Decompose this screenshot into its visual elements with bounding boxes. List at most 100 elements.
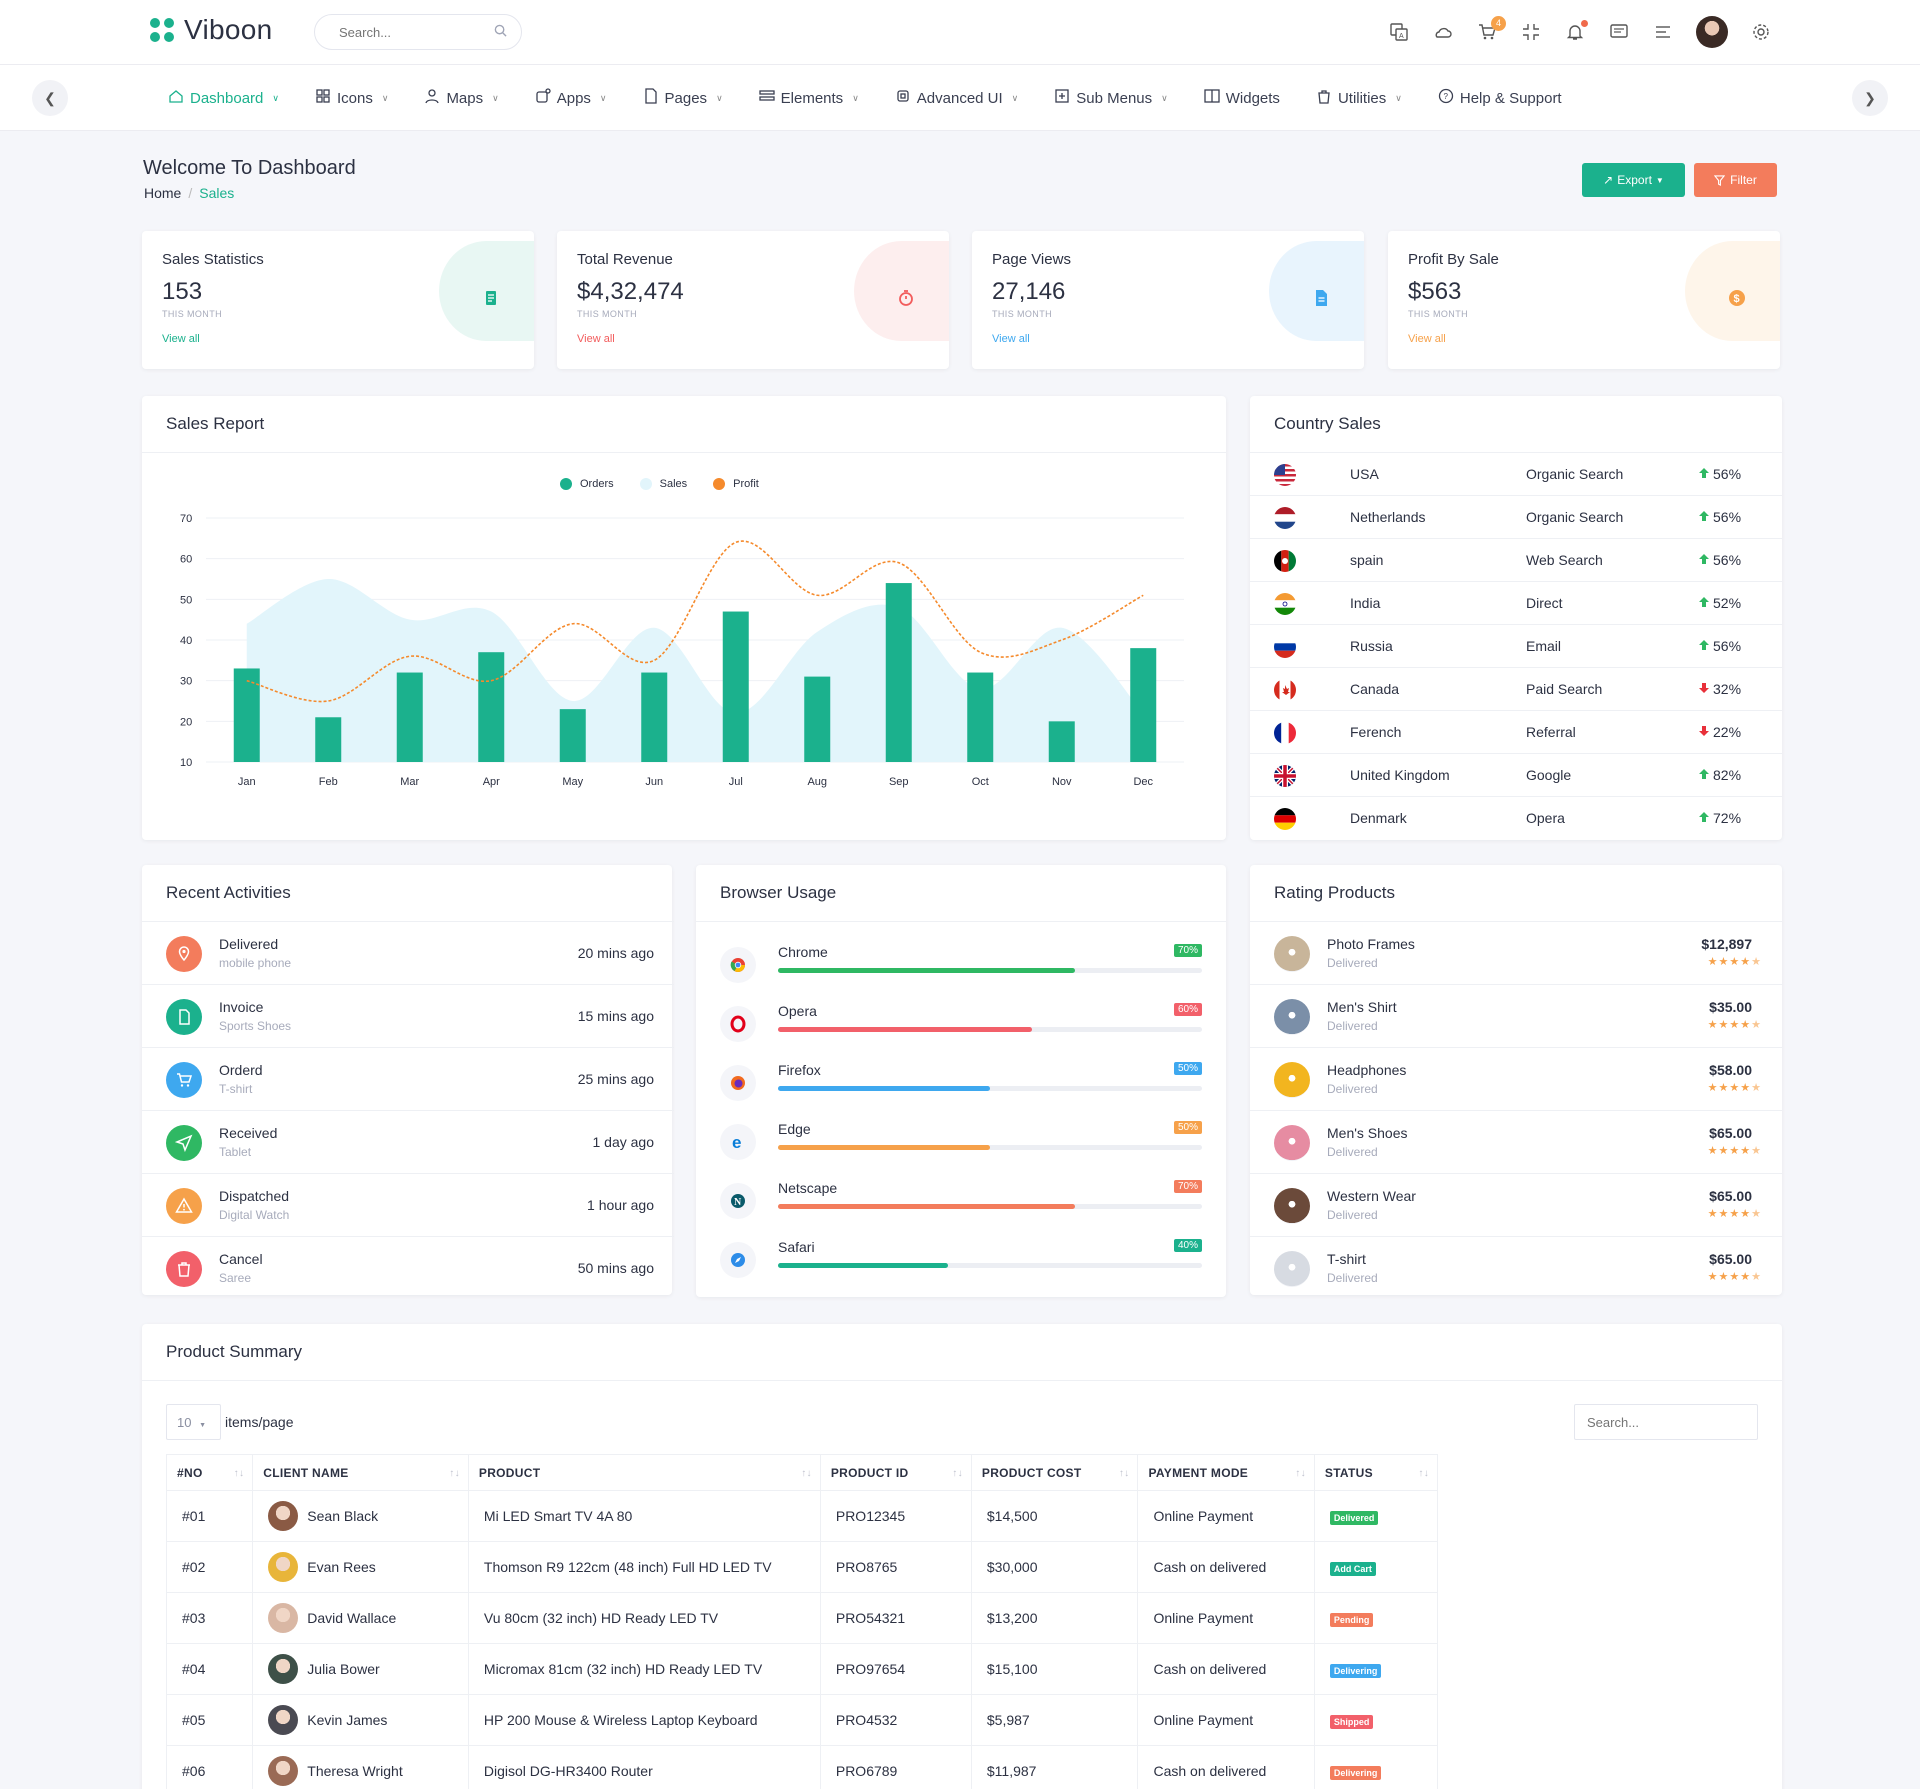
- column-header-product-id[interactable]: PRODUCT ID ↑↓: [819, 1454, 972, 1491]
- activity-row[interactable]: Invoice Sports Shoes 15 mins ago: [142, 984, 674, 1047]
- breadcrumb-home[interactable]: Home: [144, 185, 182, 201]
- usage-percent-badge: 60%: [1173, 1003, 1202, 1016]
- breadcrumb-current: Sales: [199, 185, 235, 201]
- chevron-down-icon: ∨: [599, 92, 607, 103]
- user-avatar[interactable]: [1696, 16, 1728, 48]
- country-row[interactable]: India Direct 52%: [1250, 581, 1782, 624]
- country-row[interactable]: Ferench Referral 22%: [1250, 710, 1782, 753]
- cell-product: Digisol DG-HR3400 Router: [467, 1745, 821, 1789]
- product-row[interactable]: T-shirt Delivered $65.00 ★★★★★: [1250, 1236, 1782, 1299]
- product-row[interactable]: Photo Frames Delivered $12,897 ★★★★★: [1250, 921, 1782, 984]
- logo[interactable]: Viboon: [148, 14, 272, 46]
- country-row[interactable]: spain Web Search 56%: [1250, 538, 1782, 581]
- cell-product-cost: $5,987: [970, 1694, 1139, 1746]
- orders-bar: [233, 668, 260, 762]
- activity-time: 15 mins ago: [577, 1008, 654, 1024]
- message-icon[interactable]: [1608, 21, 1630, 43]
- cell-product-id: PRO6789: [819, 1745, 972, 1789]
- column-header-status[interactable]: STATUS ↑↓: [1313, 1454, 1439, 1491]
- usage-percent-badge: 50%: [1173, 1121, 1202, 1134]
- table-row[interactable]: #03 David Wallace Vu 80cm (32 inch) HD Rea…: [165, 1592, 1439, 1644]
- dollar-icon: $: [1714, 275, 1760, 321]
- help-icon: ?: [1438, 88, 1454, 108]
- browser-name: Edge: [778, 1121, 811, 1137]
- settings-icon[interactable]: [1750, 21, 1772, 43]
- orders-bar: [478, 652, 505, 762]
- caret-down-icon: ▼: [199, 1422, 207, 1429]
- legend-item[interactable]: Sales: [639, 478, 687, 490]
- table-row[interactable]: #05 Kevin James HP 200 Mouse & Wireless La…: [165, 1694, 1439, 1746]
- x-tick-label: Apr: [483, 776, 500, 788]
- view-all-link[interactable]: View all: [992, 333, 1030, 345]
- nav-item-utilities[interactable]: Utilities ∨: [1316, 88, 1402, 108]
- country-row[interactable]: USA Organic Search 56%: [1250, 452, 1782, 495]
- column-header-product-cost[interactable]: PRODUCT COST ↑↓: [970, 1454, 1139, 1491]
- filter-button[interactable]: Filter: [1694, 163, 1777, 197]
- nav-item-apps[interactable]: Apps ∨: [535, 88, 607, 108]
- cart-icon: [166, 1062, 202, 1098]
- nav-item-sub-menus[interactable]: Sub Menus ∨: [1054, 88, 1168, 108]
- chevron-down-icon: ∨: [381, 92, 389, 103]
- product-row[interactable]: Headphones Delivered $58.00 ★★★★★: [1250, 1047, 1782, 1110]
- search-input[interactable]: [314, 14, 522, 50]
- table-row[interactable]: #02 Evan Rees Thomson R9 122cm (48 inch) F…: [165, 1541, 1439, 1593]
- product-row[interactable]: Men's Shirt Delivered $35.00 ★★★★★: [1250, 984, 1782, 1047]
- traffic-source: Organic Search: [1526, 466, 1624, 482]
- country-row[interactable]: Netherlands Organic Search 56%: [1250, 495, 1782, 538]
- cart-icon[interactable]: 4: [1476, 16, 1506, 43]
- table-row[interactable]: #06 Theresa Wright Digisol DG-HR3400 Route…: [165, 1745, 1439, 1789]
- nav-item-dashboard[interactable]: Dashboard ∨: [168, 88, 279, 108]
- search-icon[interactable]: [494, 24, 507, 41]
- export-button[interactable]: ↗ Export ▼: [1582, 163, 1685, 197]
- nav-item-advanced-ui[interactable]: Advanced UI ∨: [895, 88, 1018, 108]
- legend-item[interactable]: Orders: [560, 478, 614, 490]
- nav-item-help-support[interactable]: ? Help & Support: [1438, 88, 1562, 108]
- table-search-input[interactable]: [1574, 1404, 1758, 1440]
- translate-icon[interactable]: A: [1388, 21, 1410, 43]
- country-row[interactable]: Russia Email 56%: [1250, 624, 1782, 667]
- activity-row[interactable]: Dispatched Digital Watch 1 hour ago: [142, 1173, 674, 1236]
- column-header-client-name[interactable]: CLIENT NAME ↑↓: [252, 1454, 469, 1491]
- view-all-link[interactable]: View all: [162, 333, 200, 345]
- legend-item[interactable]: Profit: [713, 478, 759, 490]
- nav-prev-button[interactable]: ❮: [32, 80, 68, 116]
- cell-status: Delivering: [1313, 1643, 1439, 1695]
- activity-sub: T-shirt: [219, 1082, 253, 1096]
- activity-row[interactable]: Delivered mobile phone 20 mins ago: [142, 921, 674, 984]
- activity-row[interactable]: Orderd T-shirt 25 mins ago: [142, 1047, 674, 1110]
- menu-icon[interactable]: [1652, 21, 1674, 43]
- nav-item-pages[interactable]: Pages ∨: [643, 88, 723, 108]
- table-row[interactable]: #01 Sean Black Mi LED Smart TV 4A 80 PRO123…: [165, 1490, 1439, 1542]
- nav-next-button[interactable]: ❯: [1852, 80, 1888, 116]
- nav-item-maps[interactable]: Maps ∨: [424, 88, 499, 108]
- client: Theresa Wright: [268, 1756, 453, 1786]
- product-row[interactable]: Western Wear Delivered $65.00 ★★★★★: [1250, 1173, 1782, 1236]
- document-icon: [1298, 275, 1344, 321]
- column-header-no[interactable]: #NO ↑↓: [165, 1454, 254, 1491]
- table-row[interactable]: #04 Julia Bower Micromax 81cm (32 inch) HD…: [165, 1643, 1439, 1695]
- cell-no: #05: [165, 1694, 254, 1746]
- weather-icon[interactable]: [1432, 21, 1454, 43]
- view-all-link[interactable]: View all: [577, 333, 615, 345]
- column-header-payment-mode[interactable]: PAYMENT MODE ↑↓: [1137, 1454, 1315, 1491]
- country-row[interactable]: United Kingdom Google 82%: [1250, 753, 1782, 796]
- nav-item-widgets[interactable]: Widgets: [1204, 88, 1280, 108]
- view-all-link[interactable]: View all: [1408, 333, 1446, 345]
- product-row[interactable]: Men's Shoes Delivered $65.00 ★★★★★: [1250, 1110, 1782, 1173]
- column-header-product[interactable]: PRODUCT ↑↓: [467, 1454, 821, 1491]
- fullscreen-exit-icon[interactable]: [1520, 21, 1542, 43]
- stat-card-page-views: Page Views 27,146 THIS MONTH View all: [972, 231, 1364, 369]
- country-row[interactable]: Canada Paid Search 32%: [1250, 667, 1782, 710]
- column-header-label: #NO: [177, 1465, 203, 1480]
- bell-icon[interactable]: [1564, 20, 1588, 43]
- traffic-source: Paid Search: [1526, 681, 1603, 697]
- activity-row[interactable]: Received Tablet 1 day ago: [142, 1110, 674, 1173]
- activity-row[interactable]: Cancel Saree 50 mins ago: [142, 1236, 674, 1299]
- nav-item-elements[interactable]: Elements ∨: [759, 88, 859, 108]
- activity-title: Cancel: [219, 1251, 263, 1267]
- product-name: Men's Shoes: [1327, 1125, 1408, 1141]
- x-tick-label: Sep: [889, 776, 909, 788]
- nav-item-icons[interactable]: Icons ∨: [315, 88, 388, 108]
- country-row[interactable]: Denmark Opera 72%: [1250, 796, 1782, 839]
- page-size-select[interactable]: 10 ▼: [166, 1404, 221, 1440]
